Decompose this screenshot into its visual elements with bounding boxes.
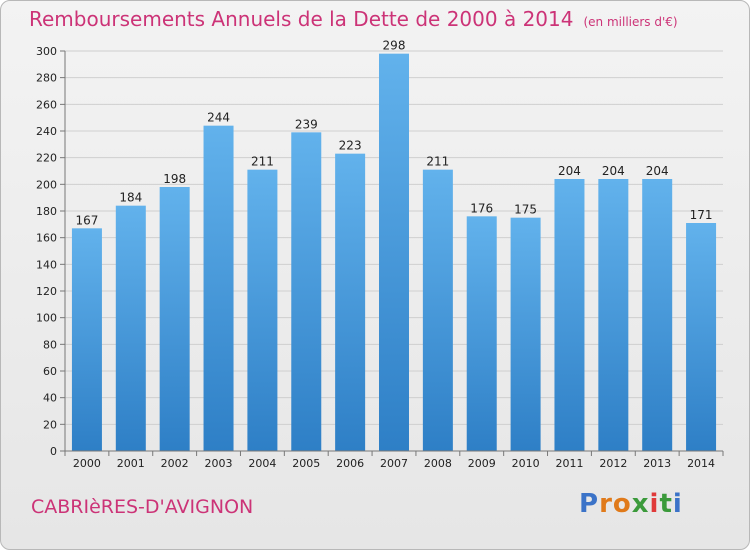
y-tick-label: 120 (36, 285, 57, 298)
y-tick-label: 240 (36, 125, 57, 138)
x-tick-label: 2009 (468, 457, 496, 470)
x-tick-label: 2005 (292, 457, 320, 470)
unit-note: (en milliers d'€) (583, 15, 678, 29)
bar (335, 153, 366, 451)
y-tick-label: 80 (43, 338, 57, 351)
bar (510, 217, 541, 451)
bar-value-label: 204 (558, 164, 581, 178)
x-tick-label: 2013 (643, 457, 671, 470)
bar-value-label: 211 (251, 155, 274, 169)
bar-value-label: 176 (470, 201, 493, 215)
logo-letter: i (672, 489, 683, 519)
logo-letter: o (612, 489, 632, 519)
x-tick-label: 2011 (555, 457, 583, 470)
y-axis: 0 20 40 60 80 100 120 140 160 180 200 220 240 260 280 3… (36, 45, 66, 458)
bar (466, 216, 497, 451)
y-tick-label: 280 (36, 72, 57, 85)
y-tick-label: 100 (36, 312, 57, 325)
bar-value-label: 239 (295, 117, 318, 131)
x-tick-label: 2007 (380, 457, 408, 470)
logo-letter: P (579, 489, 600, 519)
y-tick-label: 200 (36, 178, 57, 191)
x-tick-label: 2010 (512, 457, 540, 470)
y-tick-label: 260 (36, 98, 57, 111)
bar-value-label: 198 (163, 172, 186, 186)
logo-letter: i (649, 489, 660, 519)
bar (422, 169, 453, 451)
chart-title-text: Remboursements Annuels de la Dette de 20… (29, 7, 574, 31)
bar (291, 132, 322, 452)
bars: 167 184 198 244 211 239 223 298 211 176 175 204 204 2… (71, 39, 717, 452)
logo-letter: x (631, 489, 650, 519)
proxiti-logo: Proxiti (579, 489, 683, 519)
x-tick-label: 2012 (599, 457, 627, 470)
x-tick-label: 2004 (248, 457, 276, 470)
bar (71, 228, 102, 451)
bar-value-label: 204 (646, 164, 669, 178)
y-tick-label: 20 (43, 418, 57, 431)
bar-value-label: 175 (514, 203, 537, 217)
bar-value-label: 244 (207, 111, 230, 125)
y-tick-label: 60 (43, 365, 57, 378)
bar (554, 179, 585, 451)
bar-value-label: 167 (75, 213, 98, 227)
x-tick-label: 2008 (424, 457, 452, 470)
x-tick-label: 2002 (161, 457, 189, 470)
bar-value-label: 171 (690, 208, 713, 222)
x-tick-label: 2006 (336, 457, 364, 470)
bar (203, 125, 234, 452)
bar (159, 187, 190, 451)
logo-letter: t (659, 489, 673, 519)
bar (686, 223, 717, 451)
y-tick-label: 0 (50, 445, 57, 458)
y-tick-label: 40 (43, 392, 57, 405)
bar (115, 205, 146, 451)
town-name: CABRIèRES-D'AVIGNON (31, 496, 254, 518)
bar (598, 179, 629, 451)
x-tick-label: 2001 (117, 457, 145, 470)
bar (379, 53, 409, 452)
x-tick-label: 2014 (687, 457, 715, 470)
y-tick-label: 160 (36, 232, 57, 245)
bar-value-label: 204 (602, 164, 625, 178)
bar-value-label: 184 (119, 191, 142, 205)
logo-letter: r (599, 489, 613, 519)
x-axis: 2000 2001 2002 2003 2004 2005 2006 2007 2008 2009… (64, 450, 724, 470)
y-tick-label: 140 (36, 258, 57, 271)
bar (247, 169, 278, 451)
x-tick-label: 2000 (73, 457, 101, 470)
bar-value-label: 223 (339, 139, 362, 153)
chart-title: Remboursements Annuels de la Dette de 20… (29, 7, 678, 31)
y-tick-label: 180 (36, 205, 57, 218)
y-tick-label: 220 (36, 152, 57, 165)
bar-value-label: 298 (383, 39, 406, 53)
x-tick-label: 2003 (205, 457, 233, 470)
bar-value-label: 211 (426, 155, 449, 169)
bar (642, 179, 673, 451)
y-tick-label: 300 (36, 45, 57, 58)
